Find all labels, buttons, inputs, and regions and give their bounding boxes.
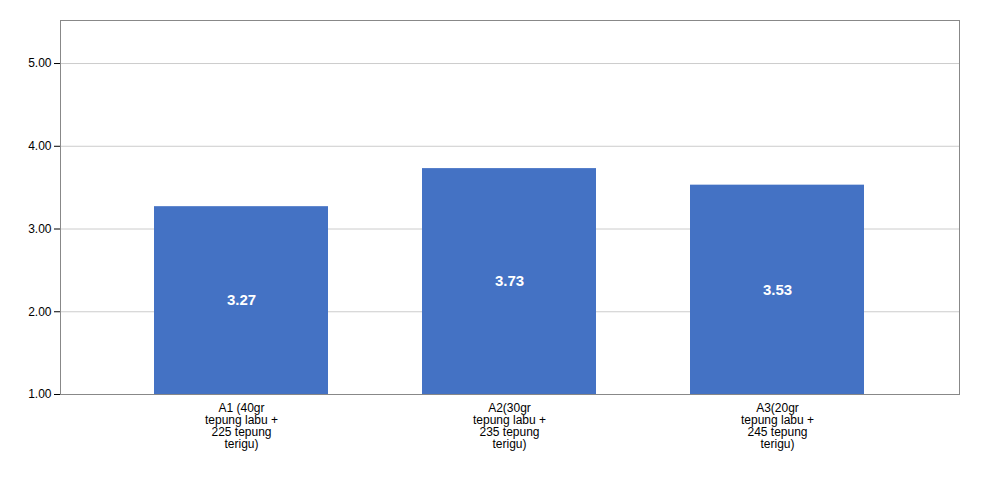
svg-text:3.53: 3.53 — [763, 281, 792, 298]
svg-text:1.00: 1.00 — [28, 387, 52, 401]
svg-text:A2(30grtepung labu +235 tepung: A2(30grtepung labu +235 tepungterigu) — [473, 401, 546, 451]
svg-text:A1 (40grtepung labu +225 tepun: A1 (40grtepung labu +225 tepungterigu) — [205, 401, 278, 451]
svg-text:5.00: 5.00 — [28, 56, 52, 70]
svg-text:2.00: 2.00 — [28, 305, 52, 319]
svg-text:3.00: 3.00 — [28, 222, 52, 236]
svg-text:3.27: 3.27 — [227, 291, 256, 308]
svg-text:3.73: 3.73 — [495, 272, 524, 289]
svg-text:4.00: 4.00 — [28, 139, 52, 153]
svg-text:A3(20grtepung labu +245 tepung: A3(20grtepung labu +245 tepungterigu) — [741, 401, 814, 451]
